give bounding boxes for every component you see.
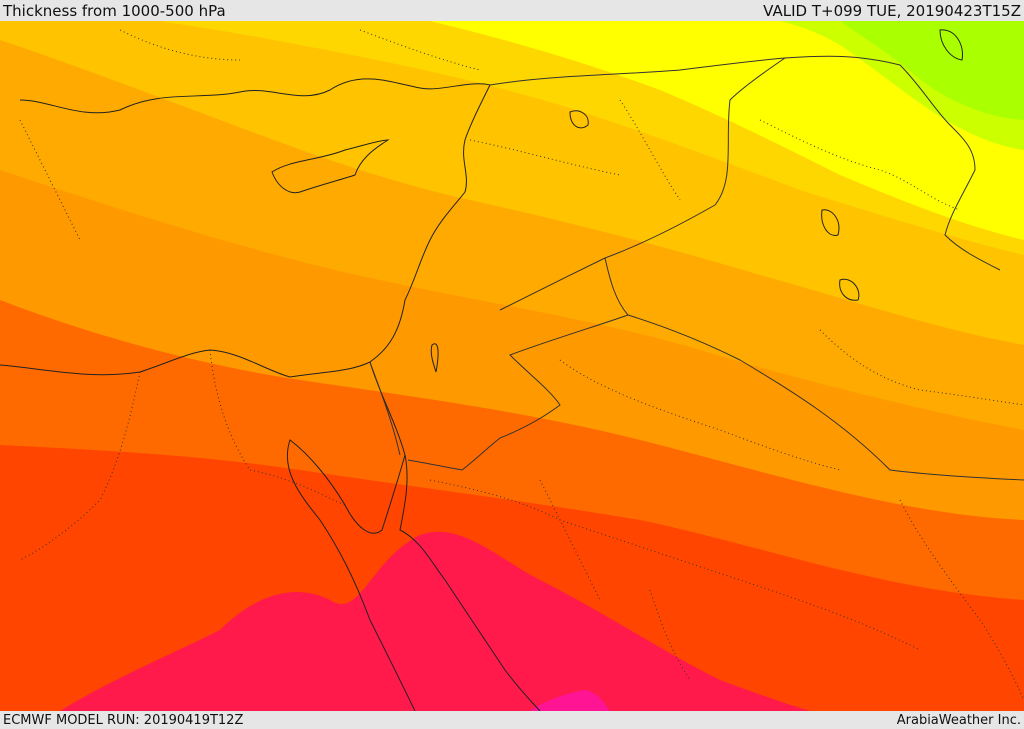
- credit: ArabiaWeather Inc.: [896, 712, 1021, 728]
- thickness-map: [0, 21, 1024, 711]
- border-syria-iraq: [489, 57, 787, 311]
- coast-north-africa: [0, 299, 406, 378]
- band-crimson: [60, 531, 810, 711]
- model-run: ECMWF MODEL RUN: 20190419T12Z: [3, 712, 244, 728]
- island-cyprus: [271, 139, 390, 194]
- coastlines: [0, 78, 541, 711]
- borders-dotted: [19, 29, 1024, 701]
- map-footer: ECMWF MODEL RUN: 20190419T12Z ArabiaWeat…: [0, 711, 1024, 729]
- coast-turkey: [19, 78, 491, 114]
- band-yellow: [430, 21, 1024, 240]
- border-egypt-israel: [369, 361, 401, 456]
- map-title: Thickness from 1000-500 hPa: [3, 1, 226, 20]
- coast-red-sea-east: [399, 454, 541, 711]
- map-header: Thickness from 1000-500 hPa VALID T+099 …: [0, 0, 1024, 21]
- coast-levant: [404, 84, 491, 301]
- lakes: [569, 29, 964, 301]
- border-jordan-iraq: [407, 257, 629, 471]
- valid-time: VALID T+099 TUE, 20190423T15Z: [763, 1, 1021, 20]
- border-iraq-iran: [784, 55, 1001, 271]
- dead-sea: [430, 343, 439, 373]
- border-saudi-iraq: [627, 314, 1024, 481]
- borders-solid: [369, 55, 1024, 481]
- band-green: [840, 21, 1024, 120]
- band-magenta: [530, 690, 610, 711]
